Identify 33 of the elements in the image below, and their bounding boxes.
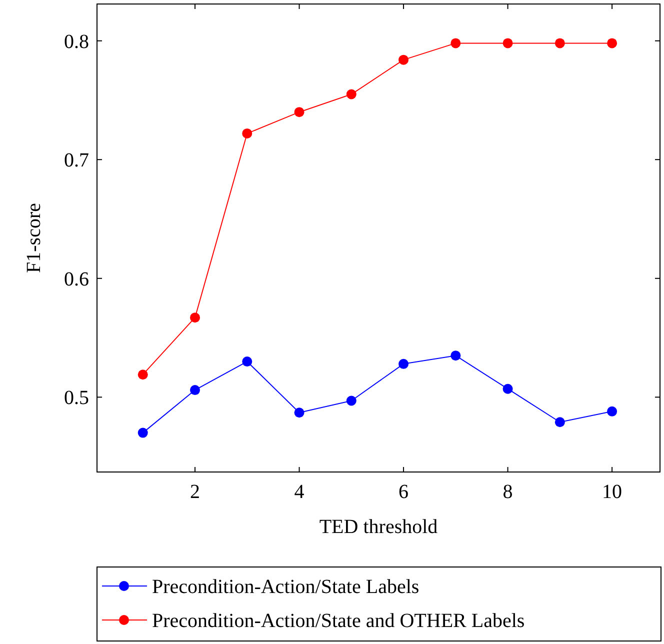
point xyxy=(138,370,148,380)
point xyxy=(346,396,356,406)
x-axis-title: TED threshold xyxy=(319,516,438,538)
point xyxy=(607,38,618,48)
y-axis-title: F1-score xyxy=(23,202,45,273)
point xyxy=(554,38,565,48)
point xyxy=(294,408,304,418)
x-tick-label: 8 xyxy=(502,481,513,503)
x-tick-label: 4 xyxy=(294,481,304,503)
point xyxy=(138,428,148,438)
point xyxy=(450,350,461,361)
legend-label: Precondition-Action/State and OTHER Labels xyxy=(152,610,525,632)
x-tick-label: 10 xyxy=(602,481,622,503)
y-tick-label: 0.6 xyxy=(64,268,89,290)
point xyxy=(190,312,200,323)
y-tick-label: 0.8 xyxy=(64,30,89,53)
point xyxy=(607,406,618,416)
point xyxy=(242,128,252,138)
legend-label: Precondition-Action/State Labels xyxy=(152,576,420,598)
point xyxy=(242,356,252,367)
point xyxy=(294,107,304,118)
point xyxy=(450,38,461,48)
point xyxy=(398,358,409,369)
point xyxy=(554,417,565,428)
point xyxy=(346,89,356,100)
point xyxy=(502,384,513,394)
point xyxy=(398,54,409,65)
y-tick-label: 0.7 xyxy=(64,150,89,172)
y-tick-label: 0.5 xyxy=(64,387,89,410)
x-tick-label: 2 xyxy=(190,481,200,503)
x-tick-label: 6 xyxy=(398,481,409,503)
point xyxy=(502,38,513,48)
point xyxy=(190,385,200,396)
